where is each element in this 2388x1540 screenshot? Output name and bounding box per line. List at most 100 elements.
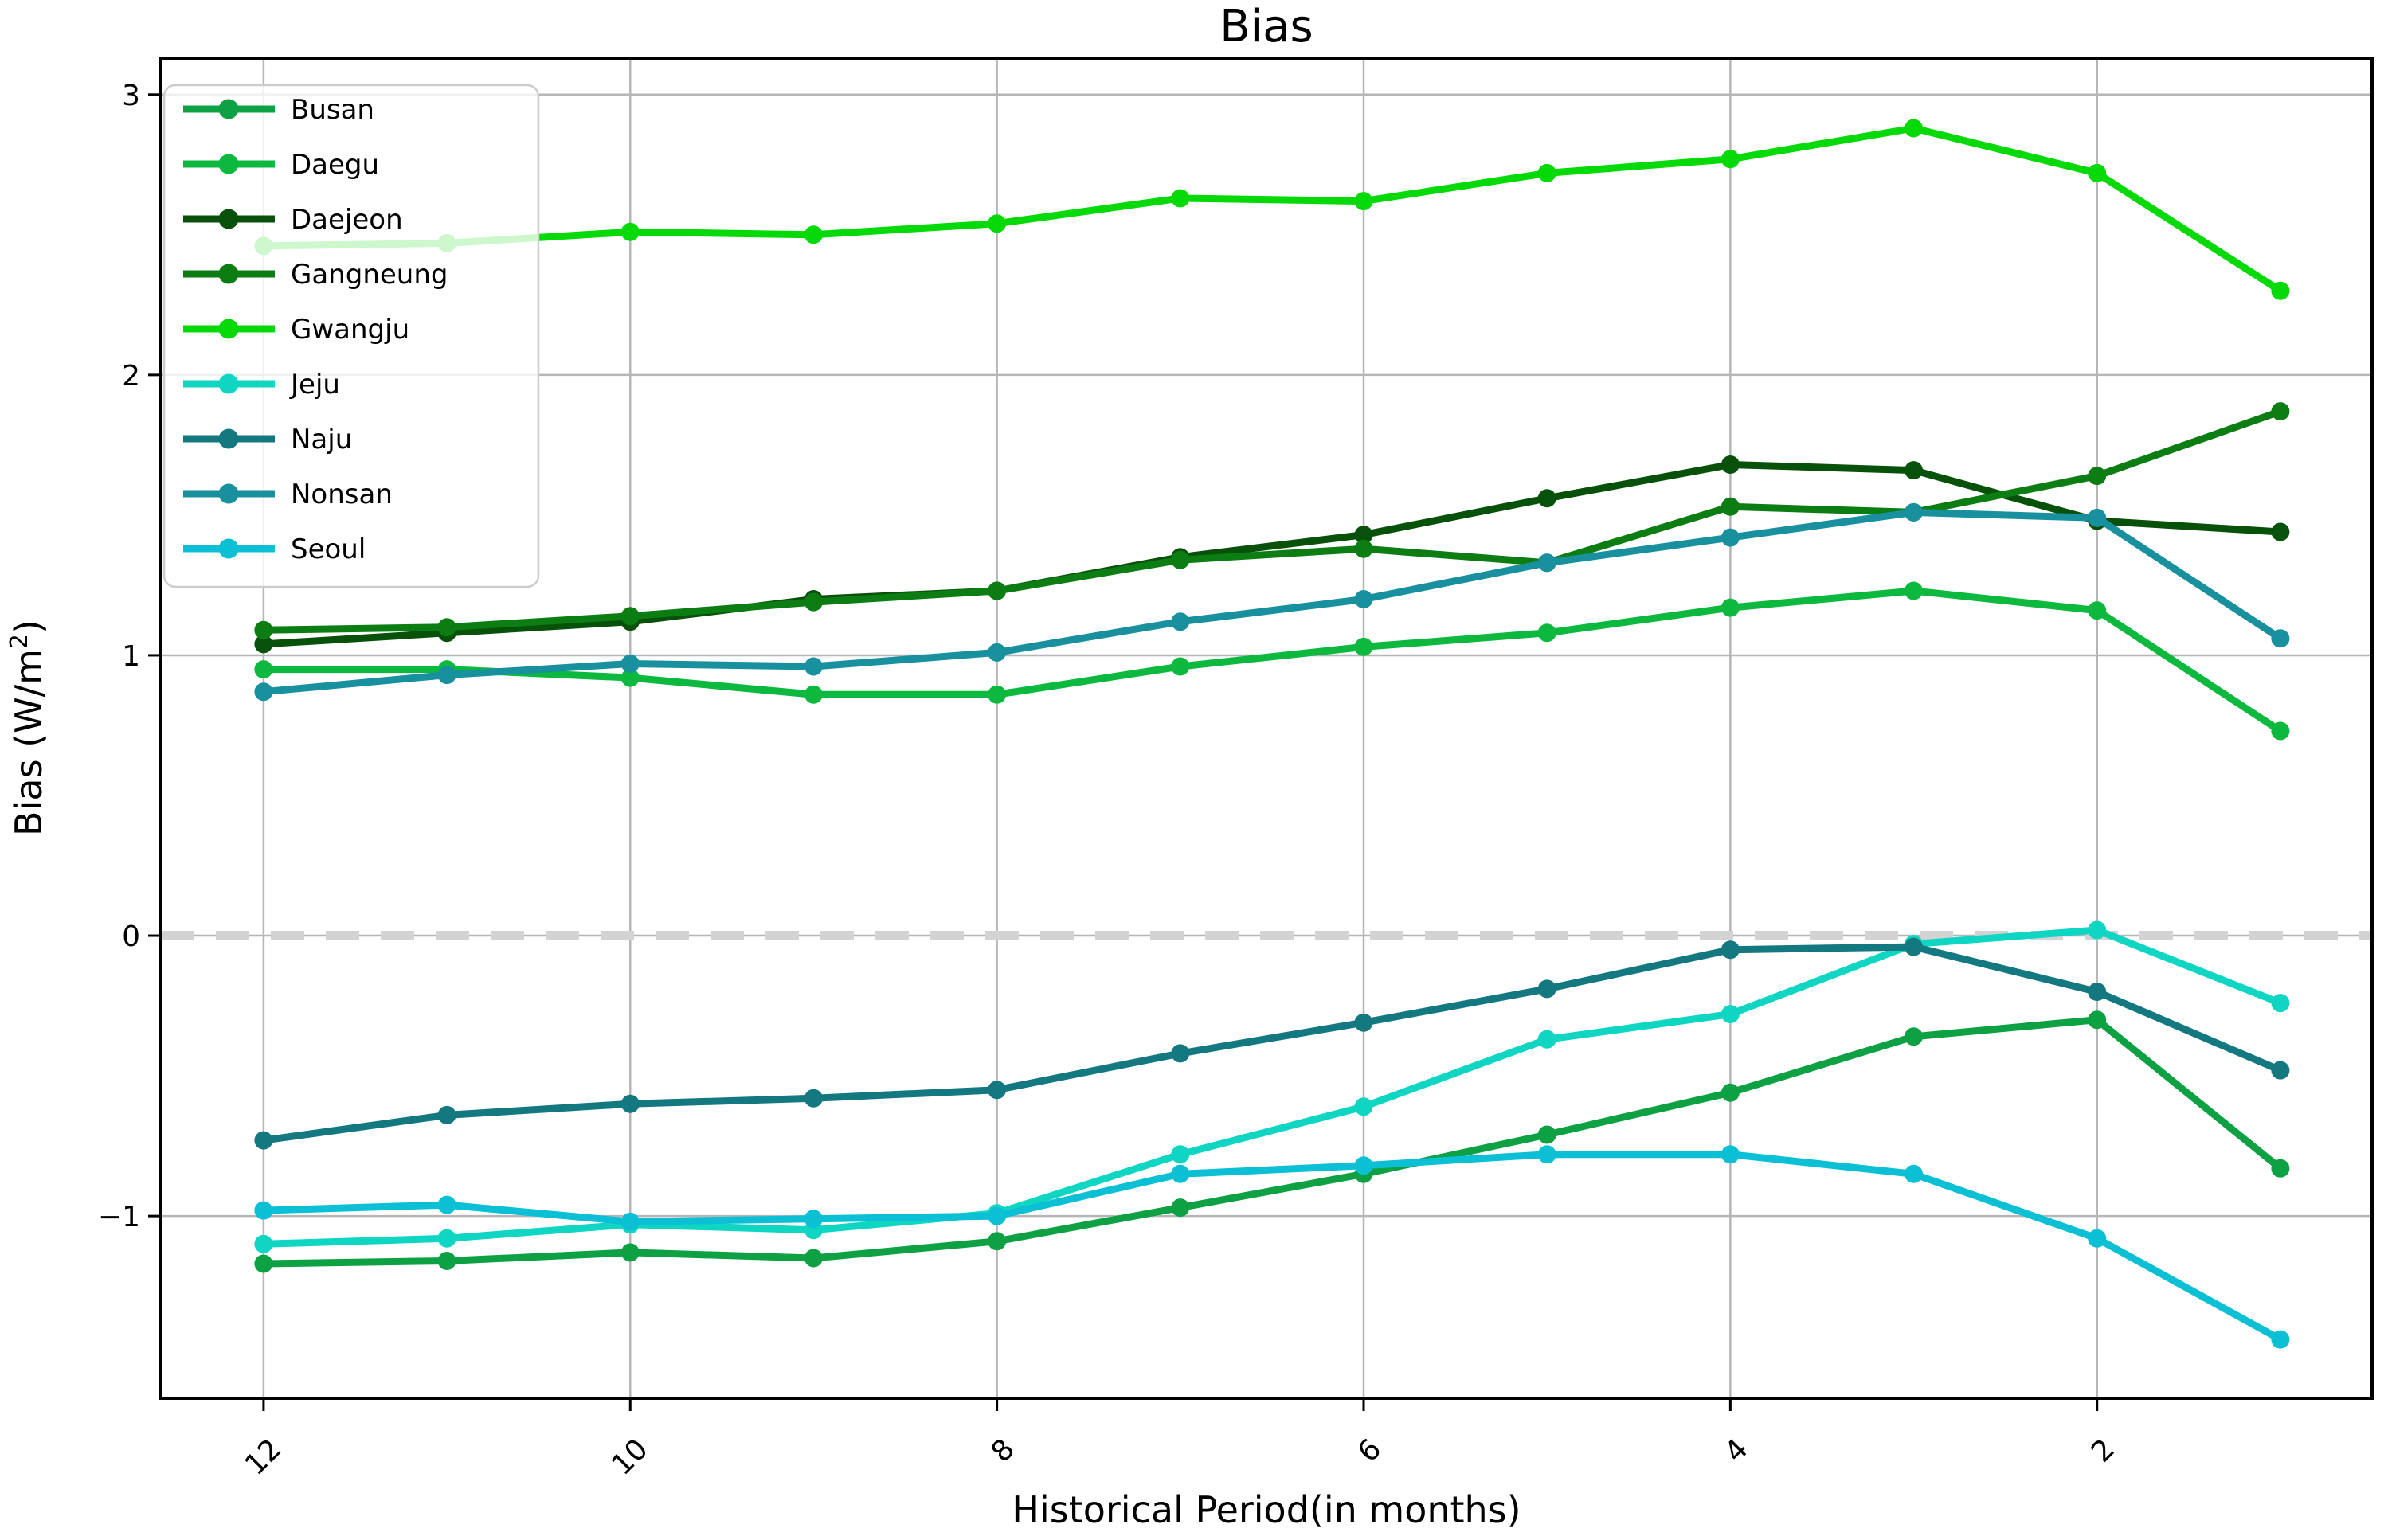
series-marker-gangneung-x9 [804,592,823,612]
legend-marker-gwangju [218,319,239,339]
series-marker-daejeon-x3 [1905,461,1923,480]
series-marker-busan-x8 [988,1232,1007,1251]
series-line-daegu [263,587,2283,734]
y-axis-label-superscript: 2 [6,634,33,649]
legend-label-busan: Busan [291,94,374,126]
legend-item-jeju: Jeju [183,369,340,401]
series-marker-nonsan-x4 [1721,528,1740,547]
series-marker-daejeon-x12 [254,635,273,654]
series-marker-seoul-x4 [1721,1145,1740,1164]
y-axis-label-close: ) [7,620,50,634]
series-marker-gwangju-x7 [1171,189,1190,208]
y-tick-label--1: −1 [98,1201,140,1233]
x-tick-label-8: 8 [985,1433,1021,1468]
x-tick-label-4: 4 [1719,1433,1755,1468]
axes-frame-layer [159,57,2374,1400]
series-marker-naju-x2 [2088,983,2107,1001]
series-line-seoul [263,1151,2283,1343]
legend-marker-busan [218,99,239,119]
series-marker-daegu-x12 [254,660,273,679]
legend-marker-nonsan [218,483,239,504]
series-marker-nonsan-x8 [988,643,1007,662]
legend-label-gangneung: Gangneung [291,259,448,291]
series-marker-seoul-x3 [1905,1164,1923,1183]
series-marker-naju-x8 [988,1081,1007,1100]
series-gangneung [254,402,2290,639]
series-marker-seoul-x2 [2088,1229,2107,1248]
series-marker-naju-x1 [2271,1061,2290,1080]
series-marker-seoul-x12 [254,1201,273,1220]
legend-item-nonsan: Nonsan [183,479,393,510]
x-tick-label-6: 6 [1352,1433,1388,1468]
series-marker-naju-x10 [620,1094,640,1113]
series-jeju [254,920,2290,1253]
series-layer [254,119,2290,1349]
series-marker-gangneung-x4 [1721,497,1740,516]
legend-label-naju: Naju [291,424,352,455]
legend-label-nonsan: Nonsan [291,479,393,510]
series-marker-daejeon-x5 [1537,489,1556,508]
series-marker-seoul-x11 [437,1195,456,1214]
series-marker-nonsan-x2 [2088,508,2107,527]
series-marker-naju-x6 [1354,1013,1373,1032]
series-marker-gwangju-x10 [620,222,640,241]
series-marker-gangneung-x6 [1354,539,1373,558]
series-marker-gwangju-x6 [1354,192,1373,211]
series-naju [254,937,2290,1150]
series-marker-naju-x9 [804,1089,823,1108]
legend-marker-naju [218,428,239,449]
series-marker-gangneung-x12 [254,620,273,639]
y-tick-label-3: 3 [122,80,140,112]
legend: Busan Daegu Daejeon Gangneung Gwangju Jeju Naj… [162,84,540,588]
legend-label-jeju: Jeju [289,369,340,401]
series-marker-seoul-x6 [1354,1156,1373,1175]
series-marker-naju-x5 [1537,979,1556,999]
legend-label-daegu: Daegu [291,149,379,181]
series-marker-busan-x10 [620,1243,640,1262]
series-marker-busan-x9 [804,1249,823,1268]
series-line-busan [263,1016,2283,1268]
series-marker-gangneung-x8 [988,581,1007,600]
series-marker-jeju-x12 [254,1234,273,1253]
series-marker-gwangju-x4 [1721,150,1740,169]
series-marker-daegu-x8 [988,685,1007,704]
series-marker-daegu-x3 [1905,581,1923,600]
x-tick-label-12: 12 [239,1433,288,1481]
series-marker-jeju-x6 [1354,1097,1373,1116]
series-marker-nonsan-x9 [804,657,823,676]
series-marker-daegu-x10 [620,668,640,687]
series-marker-daegu-x2 [2088,601,2107,620]
legend-label-daejeon: Daejeon [291,204,403,236]
series-marker-nonsan-x12 [254,682,273,702]
legend-label-seoul: Seoul [291,534,366,565]
series-marker-gwangju-x3 [1905,119,1923,138]
series-line-daejeon [263,461,2281,648]
series-busan [254,1010,2290,1273]
series-marker-gangneung-x7 [1171,550,1190,569]
series-marker-gangneung-x11 [437,618,456,637]
y-tick-label-1: 1 [122,640,140,673]
series-marker-seoul-x5 [1537,1145,1556,1164]
y-axis-label-text: Bias (W/m [7,649,50,836]
series-marker-nonsan-x3 [1905,502,1923,522]
series-marker-seoul-x1 [2271,1330,2290,1349]
y-axis-label: Bias (W/m2) [6,620,50,836]
series-marker-gwangju-x1 [2271,281,2290,300]
series-seoul [254,1145,2290,1349]
series-marker-seoul-x9 [804,1210,823,1229]
legend-item-seoul: Seoul [183,534,366,565]
series-marker-daegu-x5 [1537,623,1556,643]
legend-item-daejeon: Daejeon [183,204,403,236]
series-marker-busan-x7 [1171,1198,1190,1218]
series-marker-nonsan-x5 [1537,553,1556,573]
series-marker-gangneung-x2 [2088,467,2107,486]
series-marker-seoul-x8 [988,1206,1007,1225]
x-axis-label: Historical Period(in months) [1012,1488,1521,1531]
legend-marker-jeju [218,373,239,394]
series-marker-gangneung-x10 [620,607,640,626]
legend-marker-daejeon [218,209,239,229]
series-marker-jeju-x11 [437,1229,456,1248]
legend-box [162,84,540,588]
series-marker-daegu-x6 [1354,637,1373,656]
y-tick-label-2: 2 [122,360,140,393]
